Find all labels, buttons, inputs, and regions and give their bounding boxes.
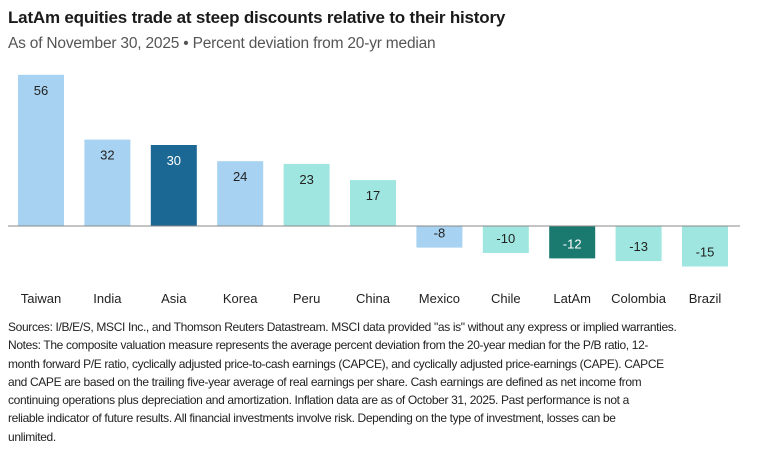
bar-chile [482,226,529,253]
category-label: China [356,291,391,306]
footnote-line: Notes: The composite valuation measure r… [8,338,649,353]
data-label: 30 [167,153,181,168]
footnote-line: Sources: I/B/E/S, MSCI Inc., and Thomson… [8,320,677,334]
bar-latam [549,226,596,259]
data-label: 32 [100,148,114,163]
category-label: Colombia [611,291,667,306]
bar-mexico [416,226,463,248]
footnote-line: unlimited. [8,429,56,444]
data-label: 17 [366,188,380,203]
chart-title: LatAm equities trade at steep discounts … [8,8,506,27]
data-label: -15 [696,245,715,260]
category-label: Taiwan [21,291,61,306]
bar-brazil [682,226,728,267]
chart-subtitle: As of November 30, 2025 • Percent deviat… [8,35,436,52]
data-label: -13 [629,239,648,254]
category-label: Brazil [689,291,722,306]
category-label: Peru [293,291,320,306]
bar-korea [217,161,264,226]
data-label: 56 [34,83,48,98]
data-label: -10 [496,231,515,246]
bar-india [84,139,131,226]
category-label: Korea [223,291,258,306]
data-label: 24 [233,169,247,184]
bar-taiwan [18,74,64,226]
category-label: Chile [491,291,521,306]
bar-peru [283,163,330,226]
footnote-line: month forward P/E ratio, cyclically adju… [8,356,664,371]
bar-china [350,180,396,226]
bar-chart: 56 Taiwan 32 India 30 Asia 24 Korea 23 Peru 17 Chin… [8,74,740,306]
bar-colombia [615,226,662,262]
category-label: Asia [161,291,187,306]
data-label: 23 [299,172,313,187]
data-label: -8 [434,226,446,241]
category-label: India [93,291,122,306]
category-label: LatAm [553,291,591,306]
footnotes: Sources: I/B/E/S, MSCI Inc., and Thomson… [8,318,677,446]
footnote-line: reliable indicator of future results. Al… [8,411,616,426]
footnote-line: and CAPE are based on the trailing five-… [8,374,642,389]
category-label: Mexico [419,291,460,306]
bar-asia [150,145,197,226]
data-label: -12 [563,236,582,251]
footnote-line: continuing operations plus depreciation … [8,393,629,408]
